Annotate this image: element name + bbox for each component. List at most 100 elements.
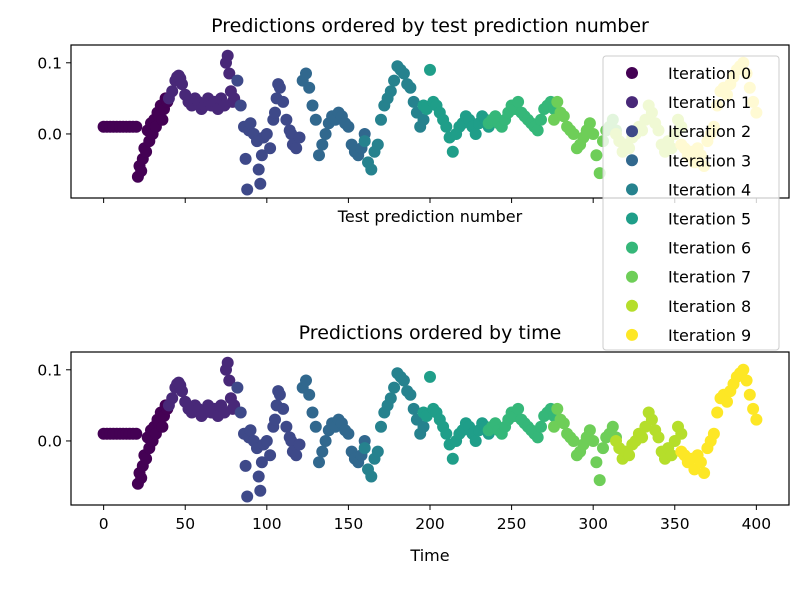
bottom-point-iter2-26: [293, 438, 306, 451]
legend-label-2: Iteration 2: [668, 122, 751, 141]
bottom-point-iter2-25: [290, 449, 303, 462]
bottom-point-iter4-8: [384, 392, 397, 405]
bottom-point-iter3-3: [306, 406, 319, 419]
bottom-point-iter8-8: [636, 431, 649, 444]
legend-marker-3: [626, 154, 638, 167]
top-point-iter4-8: [384, 85, 397, 98]
legend-label-3: Iteration 3: [668, 151, 751, 170]
legend-label-8: Iteration 8: [668, 297, 751, 316]
top-point-iter2-26: [293, 131, 306, 144]
bottom-point-iter2-9: [252, 470, 265, 483]
legend-marker-6: [626, 241, 638, 254]
top-point-iter4-18: [417, 113, 430, 126]
bottom-point-iter7-11: [583, 424, 596, 437]
bottom-xtick-label: 150: [334, 515, 364, 533]
bottom-point-iter2-4: [241, 490, 254, 503]
bottom-point-iter9-19: [737, 363, 750, 376]
top-point-iter6-9: [512, 95, 525, 108]
top-point-iter2-3: [239, 152, 252, 165]
legend-label-7: Iteration 7: [668, 268, 751, 287]
bottom-point-iter0-13: [135, 472, 148, 484]
top-ytick-label: 0.1: [37, 54, 62, 72]
bottom-point-iter4-15: [407, 402, 420, 415]
bottom-point-iter4-12: [397, 374, 410, 387]
legend: Iteration 0 Iteration 1 Iteration 2 Iterati…: [602, 55, 780, 351]
bottom-point-iter7-13: [590, 456, 603, 469]
bottom-point-iter2-3: [239, 459, 252, 472]
top-point-iter5-16: [469, 128, 482, 140]
top-x-axis-label: Test prediction number: [337, 207, 523, 226]
top-point-iter2-1: [234, 99, 247, 112]
bottom-point-iter7-15: [597, 442, 609, 455]
bottom-point-iter7-1: [551, 402, 564, 415]
bottom-point-iter4-14: [404, 388, 417, 401]
top-point-iter2-20: [277, 95, 290, 108]
top-point-iter5-2: [424, 63, 436, 76]
bottom-point-iter1-6: [176, 385, 188, 398]
top-point-iter2-19: [273, 81, 286, 94]
bottom-point-iter6-16: [535, 420, 547, 433]
legend-entries: Iteration 0 Iteration 1 Iteration 2 Iterati…: [626, 64, 751, 345]
legend-label-4: Iteration 4: [668, 180, 751, 199]
bottom-point-iter3-2: [303, 388, 316, 401]
legend-label-0: Iteration 0: [668, 64, 751, 83]
top-point-iter4-15: [407, 95, 420, 108]
bottom-point-iter0-26: [156, 420, 169, 433]
bottom-point-iter7-6: [567, 435, 580, 447]
legend-marker-7: [626, 270, 638, 283]
bottom-xtick-label: 200: [415, 515, 445, 533]
top-subplot: Predictions ordered by test prediction n…: [37, 15, 790, 226]
top-point-iter2-0: [231, 74, 244, 87]
bottom-point-iter2-10: [254, 484, 267, 497]
bottom-point-iter3-1: [300, 374, 312, 387]
top-point-iter2-11: [255, 149, 268, 162]
bottom-point-iter5-7: [440, 427, 453, 440]
bottom-point-iter4-5: [375, 420, 387, 433]
top-point-iter0-26: [156, 113, 169, 126]
bottom-point-iter9-11: [711, 406, 724, 419]
top-point-iter4-9: [388, 74, 401, 87]
top-point-iter4-2: [365, 163, 378, 176]
bottom-point-iter2-11: [255, 456, 268, 469]
bottom-point-iter8-20: [675, 427, 688, 440]
bottom-point-iter4-2: [365, 470, 378, 483]
bottom-point-iter9-6: [694, 456, 707, 469]
bottom-subplot: Predictions ordered by time 0.1 0.0 0 50 10…: [37, 322, 790, 565]
bottom-xtick-label: 100: [252, 515, 282, 533]
top-point-iter4-12: [397, 67, 410, 80]
bottom-point-iter0-16: [140, 452, 153, 465]
bottom-point-iter4-0: [358, 442, 371, 455]
top-point-iter2-9: [252, 163, 265, 176]
top-chart-title: Predictions ordered by test prediction n…: [211, 15, 649, 37]
top-point-iter7-6: [567, 128, 580, 140]
legend-label-1: Iteration 1: [668, 93, 751, 112]
top-point-iter6-15: [531, 124, 544, 137]
top-point-iter3-5: [313, 149, 325, 162]
top-point-iter4-14: [404, 81, 417, 94]
bottom-point-iter3-7: [319, 435, 332, 447]
bottom-xtick-label: 300: [578, 515, 608, 533]
bottom-xtick-label: 250: [497, 515, 527, 533]
top-point-iter3-1: [300, 67, 312, 80]
legend-label-9: Iteration 9: [668, 326, 751, 345]
top-point-iter1-21: [221, 49, 234, 62]
legend-marker-4: [626, 183, 638, 196]
top-point-iter7-12: [587, 128, 600, 140]
top-point-iter3-6: [316, 138, 329, 151]
top-point-iter5-9: [446, 145, 459, 158]
top-point-iter7-11: [583, 117, 596, 130]
legend-label-6: Iteration 6: [668, 239, 751, 258]
bottom-scatter-points: [97, 356, 763, 503]
top-point-iter4-0: [358, 135, 371, 148]
bottom-point-iter8-11: [645, 413, 658, 426]
top-point-iter7-13: [590, 149, 603, 162]
top-point-iter7-3: [557, 110, 570, 123]
bottom-xtick-label: 350: [660, 515, 690, 533]
top-point-iter2-16: [269, 106, 281, 119]
bottom-xtick-label: 0: [99, 515, 109, 533]
top-point-iter3-2: [303, 81, 316, 94]
top-point-iter1-22: [223, 67, 236, 80]
bottom-point-iter5-16: [469, 435, 482, 447]
legend-marker-1: [626, 96, 638, 109]
